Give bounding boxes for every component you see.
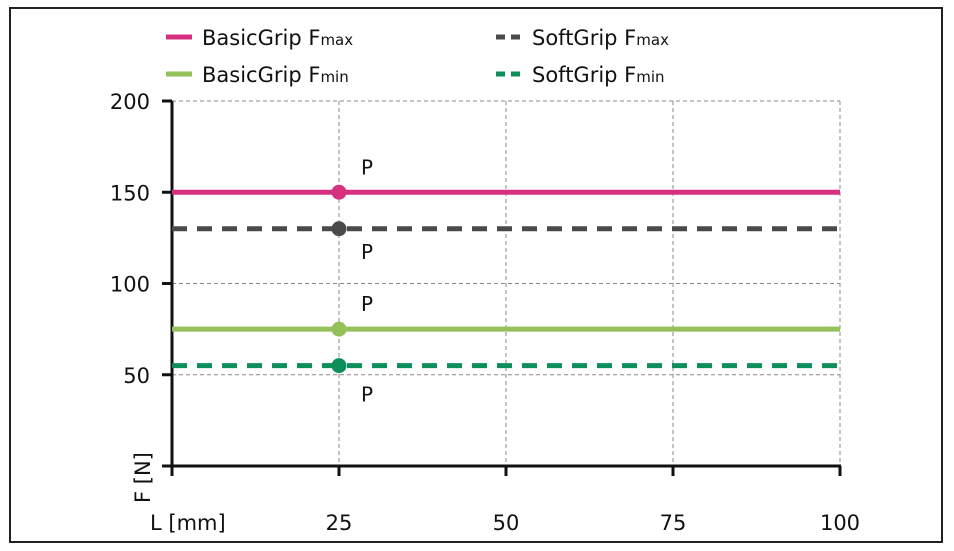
y-tick-label: 50 bbox=[123, 364, 150, 388]
data-point bbox=[331, 221, 347, 237]
x-tick-label: 50 bbox=[493, 511, 520, 535]
y-tick-label: 150 bbox=[110, 181, 150, 205]
data-point bbox=[331, 184, 347, 200]
y-tick-label: 100 bbox=[110, 273, 150, 297]
x-tick-label: 100 bbox=[820, 511, 860, 535]
y-tick-label: 200 bbox=[110, 90, 150, 114]
chart-frame bbox=[9, 7, 943, 543]
point-label: P bbox=[361, 155, 373, 179]
legend-label: BasicGrip Fmax bbox=[202, 26, 353, 50]
data-point bbox=[331, 358, 347, 374]
legend-label: SoftGrip Fmin bbox=[532, 63, 665, 87]
legend: BasicGrip Fmax SoftGrip Fmax BasicGrip Fmi… bbox=[166, 26, 669, 87]
axes bbox=[162, 99, 842, 476]
series-group bbox=[172, 189, 840, 369]
data-point bbox=[331, 321, 347, 337]
x-tick-label: 75 bbox=[660, 511, 687, 535]
legend-label: SoftGrip Fmax bbox=[532, 26, 669, 50]
point-label: P bbox=[361, 383, 373, 407]
grid bbox=[172, 100, 841, 466]
point-label: P bbox=[361, 240, 373, 264]
x-axis-label: L [mm] bbox=[150, 511, 226, 535]
legend-label: BasicGrip Fmin bbox=[202, 63, 349, 87]
x-tick-label: 25 bbox=[326, 511, 353, 535]
y-axis-label: F [N] bbox=[131, 452, 155, 503]
points-group: P P P P bbox=[331, 155, 373, 407]
point-label: P bbox=[361, 292, 373, 316]
tick-labels: 50 100 150 200 25 50 75 100 bbox=[110, 90, 860, 535]
